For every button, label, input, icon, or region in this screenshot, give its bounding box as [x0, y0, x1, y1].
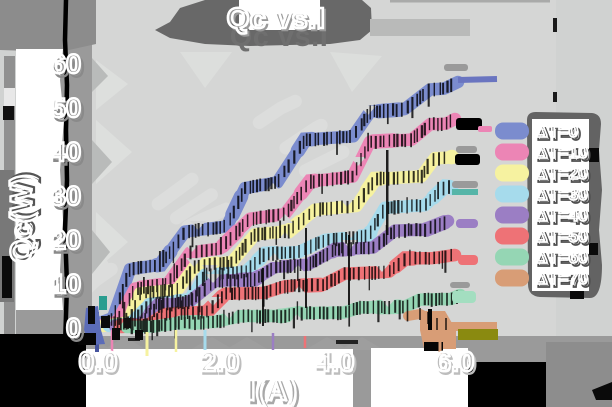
svg-text:ΔT=40: ΔT=40 [535, 205, 588, 225]
svg-text:ΔT=60: ΔT=60 [535, 247, 588, 267]
svg-text:ΔT=10: ΔT=10 [538, 145, 591, 165]
svg-text:ΔT=30: ΔT=30 [535, 184, 588, 204]
svg-text:0: 0 [66, 313, 81, 343]
svg-text:50: 50 [54, 97, 84, 127]
svg-text:Qc(W): Qc(W) [5, 175, 38, 263]
svg-text:60: 60 [54, 53, 84, 83]
svg-text:ΔT=70: ΔT=70 [535, 268, 588, 288]
svg-text:Qc vs.I: Qc vs.I [230, 21, 329, 53]
svg-text:ΔT=30: ΔT=30 [538, 187, 591, 207]
svg-text:0.0: 0.0 [81, 349, 120, 380]
svg-text:I(A): I(A) [250, 377, 300, 407]
svg-text:ΔT=20: ΔT=20 [538, 166, 591, 186]
svg-text:6.0: 6.0 [436, 346, 475, 377]
svg-text:10: 10 [54, 273, 84, 303]
svg-text:40: 40 [54, 141, 84, 171]
svg-text:ΔT=10: ΔT=10 [535, 142, 588, 162]
svg-text:Qc vs.I: Qc vs.I [227, 3, 326, 35]
svg-text:ΔT=60: ΔT=60 [538, 250, 591, 270]
svg-text:ΔT=0: ΔT=0 [538, 124, 581, 144]
svg-text:2.0: 2.0 [201, 346, 240, 377]
svg-text:ΔT=40: ΔT=40 [538, 208, 591, 228]
svg-text:0.0: 0.0 [79, 346, 118, 377]
svg-text:30: 30 [51, 181, 81, 211]
svg-text:ΔT=50: ΔT=50 [538, 229, 591, 249]
svg-text:6.0: 6.0 [438, 349, 477, 380]
svg-text:I(A): I(A) [247, 374, 297, 407]
svg-text:60: 60 [51, 49, 81, 79]
svg-text:Qc vs.I: Qc vs.I [229, 5, 328, 37]
svg-text:4.0: 4.0 [318, 349, 357, 380]
svg-text:2.0: 2.0 [203, 349, 242, 380]
svg-text:40: 40 [51, 137, 81, 167]
svg-text:10: 10 [51, 269, 81, 299]
svg-text:4.0: 4.0 [316, 346, 355, 377]
svg-text:Qc(W): Qc(W) [8, 172, 41, 260]
svg-text:30: 30 [54, 185, 84, 215]
svg-text:ΔT=70: ΔT=70 [538, 271, 591, 291]
svg-text:20: 20 [51, 225, 81, 255]
svg-text:ΔT=0: ΔT=0 [535, 121, 578, 141]
svg-text:0: 0 [69, 317, 84, 347]
svg-text:50: 50 [51, 93, 81, 123]
svg-text:20: 20 [54, 229, 84, 259]
svg-text:ΔT=50: ΔT=50 [535, 226, 588, 246]
svg-text:ΔT=20: ΔT=20 [535, 163, 588, 183]
